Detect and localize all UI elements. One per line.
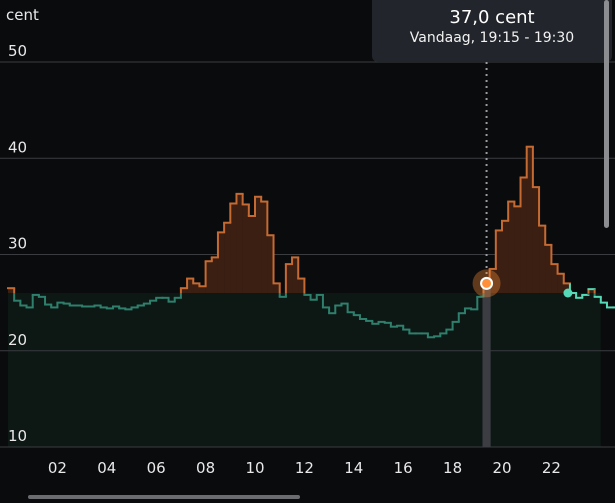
cursor-layer <box>482 62 491 447</box>
above-fill-segment <box>502 220 509 293</box>
above-fill-segment <box>514 206 521 293</box>
price-tooltip: 37,0 cent Vandaag, 19:15 - 19:30 <box>372 0 612 62</box>
below-threshold-band <box>8 293 601 447</box>
above-fill-segment <box>526 146 534 293</box>
above-fill-segment <box>489 268 497 293</box>
x-tick-label-02: 02 <box>48 459 67 477</box>
y-tick-labels: 10 20 30 40 50 <box>8 42 27 445</box>
above-fill-segment <box>8 288 15 293</box>
above-fill-segment <box>557 273 565 293</box>
x-tick-label-20: 20 <box>492 459 511 477</box>
above-fill-segment <box>236 193 243 293</box>
above-fill-segment <box>273 283 280 293</box>
x-tick-label-14: 14 <box>344 459 363 477</box>
above-fill-segment <box>520 177 527 293</box>
above-fill-segment <box>267 235 274 293</box>
above-fill-segment <box>545 244 552 293</box>
now-dot <box>563 288 573 298</box>
above-fill-segment <box>532 187 540 293</box>
above-fill-segment <box>551 264 558 293</box>
tooltip-time-range: Vandaag, 19:15 - 19:30 <box>409 30 575 46</box>
above-fill-segment <box>205 261 213 293</box>
above-fill-segment <box>224 222 231 293</box>
above-fill-segment <box>211 257 219 293</box>
tooltip-value: 37,0 cent <box>449 7 535 28</box>
above-fill-segment <box>508 201 515 293</box>
above-fill-segment <box>193 283 200 293</box>
above-fill-segment <box>242 204 250 293</box>
horizontal-scrollbar[interactable] <box>28 495 300 499</box>
x-tick-label-18: 18 <box>443 459 462 477</box>
above-fill-segment <box>285 264 293 293</box>
series-lines <box>7 145 615 339</box>
vertical-scrollbar[interactable] <box>604 0 609 228</box>
above-fill-segment <box>255 196 262 293</box>
y-axis-unit-label: cent <box>6 6 39 24</box>
above-fill-segment <box>199 286 206 293</box>
x-tick-label-10: 10 <box>245 459 264 477</box>
y-tick-label-40: 40 <box>8 138 27 156</box>
above-fill-segment <box>292 257 299 293</box>
y-tick-label-10: 10 <box>8 427 27 445</box>
y-tick-label-20: 20 <box>8 331 27 349</box>
above-fill-segment <box>563 283 571 293</box>
marker-layer <box>472 269 573 298</box>
above-fill-segment <box>539 225 546 293</box>
x-tick-label-12: 12 <box>295 459 314 477</box>
above-fill-segment <box>298 278 305 293</box>
y-tick-label-50: 50 <box>8 42 27 60</box>
above-fill-segment <box>495 230 503 293</box>
cursor-column <box>482 283 491 447</box>
area-bands <box>8 293 601 447</box>
x-tick-label-04: 04 <box>97 459 116 477</box>
above-fill-segment <box>230 203 237 293</box>
y-tick-label-30: 30 <box>8 235 27 253</box>
x-tick-labels: 02 04 06 08 10 12 14 16 18 20 22 <box>48 459 561 477</box>
grid-lines <box>0 61 615 448</box>
above-fill-segment <box>261 201 268 293</box>
selected-point <box>482 278 492 288</box>
above-fill-segment <box>248 216 256 293</box>
above-fill-segment <box>187 278 194 293</box>
x-tick-label-06: 06 <box>147 459 166 477</box>
area-fill <box>8 146 595 293</box>
x-tick-label-08: 08 <box>196 459 215 477</box>
above-fill-segment <box>180 288 188 293</box>
x-tick-label-16: 16 <box>394 459 413 477</box>
above-fill-segment <box>217 232 225 293</box>
x-tick-label-22: 22 <box>542 459 561 477</box>
above-fill-segment <box>588 289 595 293</box>
